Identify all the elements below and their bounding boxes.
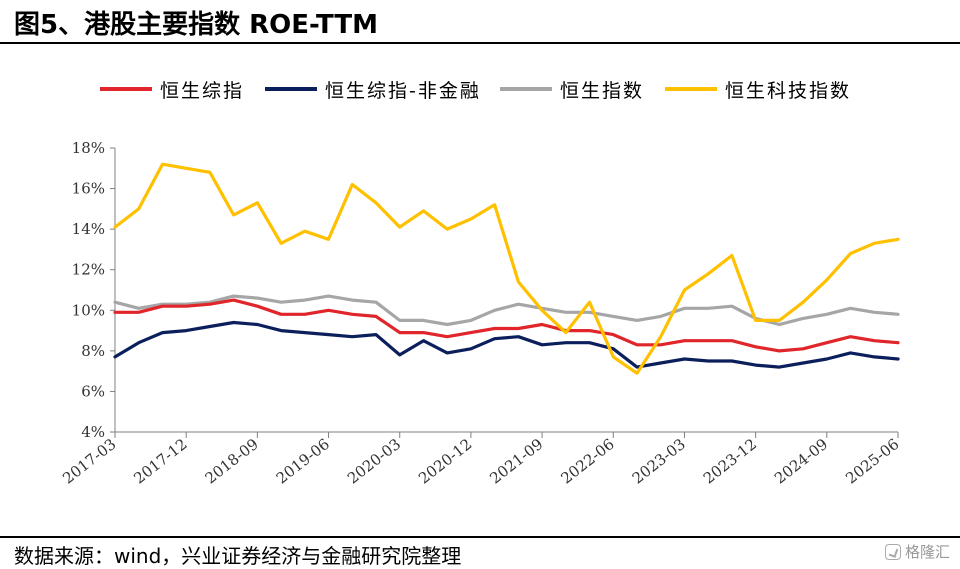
y-tick-label: 14%	[72, 220, 105, 238]
watermark-logo-icon	[884, 543, 901, 560]
y-tick-label: 16%	[72, 180, 105, 198]
y-tick-label: 4%	[81, 423, 105, 441]
series-line-hsi-composite	[113, 298, 900, 353]
watermark-text: 格隆汇	[904, 543, 950, 561]
chart-legend: 恒生综指 恒生综指-非金融 恒生指数 恒生科技指数	[0, 74, 960, 104]
watermark: 格隆汇	[884, 541, 950, 562]
legend-swatch-hsi	[500, 87, 552, 91]
x-tick-label: 2022-06	[558, 435, 618, 488]
y-tick-label: 10%	[72, 301, 105, 319]
y-tick-label: 8%	[81, 342, 105, 360]
x-tick-label: 2023-12	[700, 435, 760, 488]
y-tick-label: 12%	[72, 261, 105, 279]
series-line-hstech	[113, 162, 900, 375]
x-tick-label: 2020-03	[344, 435, 404, 488]
roe-line-chart: 4% 6% 8% 10% 12% 14% 16% 18% 2017-03 2017-12 2018-…	[59, 139, 902, 488]
legend-label-hsi-composite: 恒生综指	[160, 79, 245, 102]
x-tick-label: 2024-09	[771, 435, 831, 488]
legend-item-hstech: 恒生科技指数	[665, 74, 851, 104]
series-line-hsi-composite-ex-fin	[113, 320, 900, 369]
legend-swatch-hsi-composite-ex-fin	[265, 87, 317, 91]
x-tick-label: 2019-06	[273, 435, 333, 488]
page-title: 图5、港股主要指数 ROE-TTM	[14, 10, 378, 40]
data-source-note: 数据来源：wind，兴业证券经济与金融研究院整理	[14, 544, 462, 568]
legend-item-hsi-composite: 恒生综指	[100, 74, 244, 104]
legend-item-hsi: 恒生指数	[500, 74, 644, 104]
x-tick-label: 2025-06	[842, 435, 902, 488]
legend-swatch-hstech	[665, 87, 717, 91]
legend-label-hsi: 恒生指数	[560, 79, 645, 102]
y-tick-label: 6%	[81, 382, 105, 400]
legend-swatch-hsi-composite	[100, 87, 152, 91]
legend-label-hstech: 恒生科技指数	[725, 79, 852, 102]
x-tick-label: 2018-09	[202, 435, 262, 488]
y-tick-label: 18%	[72, 139, 105, 157]
title-bar: 图5、港股主要指数 ROE-TTM	[0, 0, 960, 44]
x-tick-label: 2021-09	[486, 435, 546, 488]
footer-divider	[0, 536, 960, 538]
x-tick-label: 2017-03	[59, 435, 119, 488]
legend-item-hsi-composite-ex-fin: 恒生综指-非金融	[265, 74, 481, 104]
x-tick-label: 2017-12	[130, 435, 190, 488]
x-tick-label: 2020-12	[415, 435, 475, 488]
x-tick-label: 2023-03	[629, 435, 689, 488]
legend-label-hsi-composite-ex-fin: 恒生综指-非金融	[325, 79, 481, 102]
